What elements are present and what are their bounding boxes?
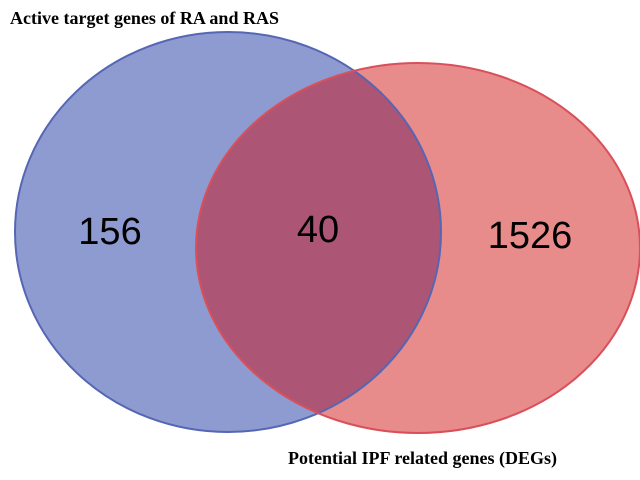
count: 1526: [488, 215, 573, 257]
set-label: Potential IPF related genes (DEGs): [288, 448, 557, 469]
count: 156: [78, 211, 141, 253]
venn-shapes: [14, 31, 640, 434]
set-outline: [14, 31, 442, 433]
intersection: [196, 63, 441, 432]
count: 40: [297, 209, 339, 251]
set-label: Active target genes of RA and RAS: [10, 8, 279, 28]
set-outline: [195, 62, 640, 434]
